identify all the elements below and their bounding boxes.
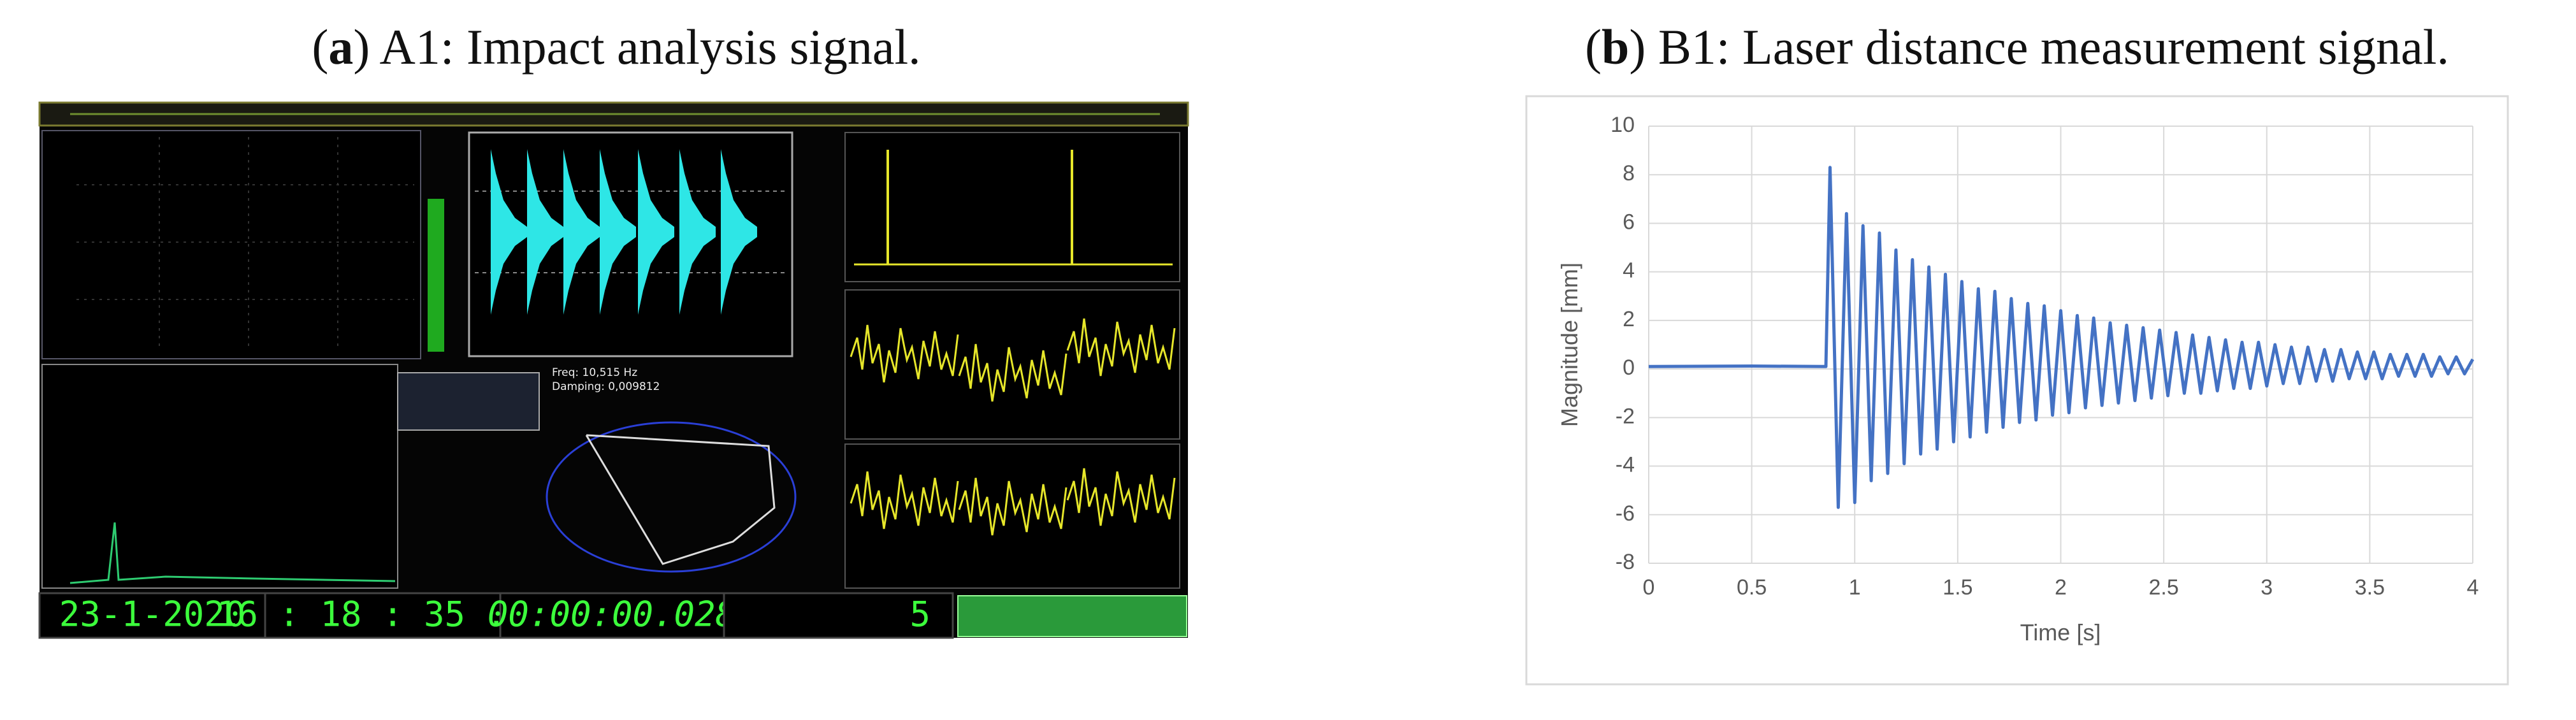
time-box — [264, 592, 502, 639]
x-tick-label: 2 — [2055, 575, 2067, 600]
elapsed-box — [499, 592, 725, 639]
polar-trace — [585, 434, 776, 565]
x-tick-label: 0.5 — [1737, 575, 1767, 600]
damping-label: Damping: 0,009812 — [552, 380, 660, 393]
action-button[interactable] — [957, 595, 1187, 637]
x-tick-label: 3 — [2261, 575, 2273, 600]
x-tick-label: 0 — [1643, 575, 1655, 600]
y-tick-label: -4 — [1616, 453, 1635, 477]
x-axis-label: Time [s] — [2020, 619, 2101, 645]
x-tick-label: 3.5 — [2355, 575, 2385, 600]
level-bar — [428, 199, 444, 352]
legend-box — [397, 372, 540, 431]
date-box — [38, 592, 266, 639]
spectrum-trace — [69, 522, 396, 584]
time-display: 16 : 18 : 35 . 5 — [217, 594, 548, 635]
x-tick-label: 1.5 — [1943, 575, 1972, 600]
panel-lower-left — [41, 364, 398, 589]
caption-part: ( — [1585, 19, 1602, 75]
caption-part: ( — [312, 19, 328, 75]
y-axis-label: Magnitude [mm] — [1556, 263, 1582, 427]
caption-part: ) A1: Impact analysis signal. — [353, 19, 920, 75]
panel-upper-left — [41, 130, 421, 359]
y-tick-label: 10 — [1610, 113, 1635, 137]
date-display: 23-1-2020 — [59, 594, 246, 635]
y-tick-label: 8 — [1623, 161, 1635, 185]
elapsed-display: 00:00:00.028 — [488, 594, 736, 635]
y-tick-label: 6 — [1623, 210, 1635, 234]
caption-a: (a) A1: Impact analysis signal. — [312, 19, 920, 75]
y-tick-label: 4 — [1623, 259, 1635, 283]
x-tick-label: 1 — [1849, 575, 1861, 600]
caption-letter: b — [1602, 19, 1629, 75]
y-tick-label: -2 — [1616, 404, 1635, 428]
caption-b: (b) B1: Laser distance measurement signa… — [1585, 19, 2449, 75]
y-tick-label: 0 — [1623, 356, 1635, 380]
caption-letter: a — [328, 19, 353, 75]
signal-line — [1648, 166, 2475, 509]
polar-circle — [546, 421, 797, 573]
chart: -8 -6 -4 -2 0 2 4 6 8 10 0 0.5 1 1.5 2 2.5 3 3.5 4 — [1610, 113, 2478, 600]
count-box — [723, 592, 954, 639]
yellow-panels — [844, 132, 1180, 589]
y-tick-label: -6 — [1616, 501, 1635, 526]
y-tick-label: 2 — [1623, 307, 1635, 331]
screenshot: Freq: 10,515 Hz Damping: 0,009812 23-1-2… — [38, 101, 1189, 639]
y-tick-label: -8 — [1616, 550, 1635, 574]
x-tick-label: 4 — [2467, 575, 2479, 600]
panel-grid — [76, 137, 414, 350]
freq-label: Freq: 10,515 Hz — [552, 366, 637, 379]
caption-part: ) B1: Laser distance measurement signal. — [1629, 19, 2449, 75]
count-display: 5 — [909, 594, 930, 635]
x-tick-label: 2.5 — [2148, 575, 2178, 600]
